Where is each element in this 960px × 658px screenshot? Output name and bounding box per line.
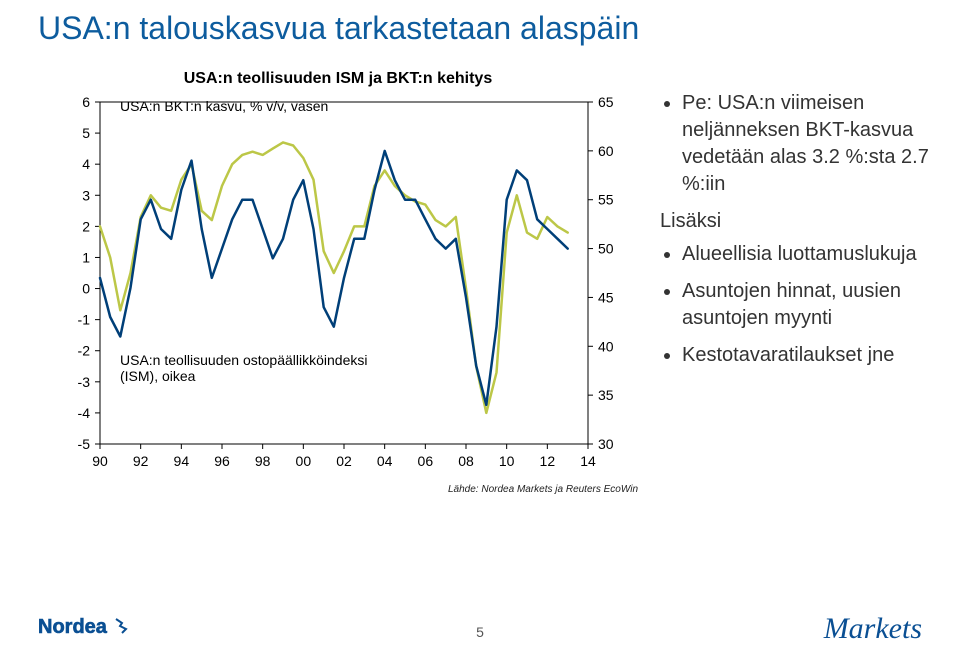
- bullets: Pe: USA:n viimeisen neljänneksen BKT-kas…: [660, 90, 940, 379]
- svg-text:92: 92: [133, 453, 149, 469]
- svg-text:60: 60: [598, 143, 614, 159]
- markets-logo: Markets: [824, 612, 922, 646]
- svg-text:94: 94: [174, 453, 190, 469]
- legend-bkt: USA:n BKT:n kasvu, % v/v, vasen: [120, 98, 328, 114]
- svg-text:98: 98: [255, 453, 271, 469]
- svg-text:35: 35: [598, 387, 614, 403]
- svg-text:00: 00: [296, 453, 312, 469]
- svg-text:6: 6: [82, 94, 90, 110]
- chart-title: USA:n teollisuuden ISM ja BKT:n kehitys: [38, 70, 638, 88]
- legend-ism: USA:n teollisuuden ostopäällikköindeksi …: [120, 352, 380, 384]
- line-chart: 6543210-1-2-3-4-565605550454035309092949…: [38, 92, 638, 482]
- svg-text:65: 65: [598, 94, 614, 110]
- svg-text:-5: -5: [78, 436, 91, 452]
- svg-text:04: 04: [377, 453, 393, 469]
- svg-text:-3: -3: [78, 374, 91, 390]
- bullet-2: Alueellisia luottamuslukuja: [682, 241, 940, 268]
- slide: USA:n talouskasvua tarkastetaan alaspäin…: [0, 0, 960, 658]
- svg-text:10: 10: [499, 453, 515, 469]
- svg-text:1: 1: [82, 249, 90, 265]
- svg-text:02: 02: [336, 453, 352, 469]
- chart-source: Lähde: Nordea Markets ja Reuters EcoWin: [38, 484, 638, 495]
- svg-text:4: 4: [82, 156, 90, 172]
- svg-text:45: 45: [598, 289, 614, 305]
- svg-text:3: 3: [82, 187, 90, 203]
- svg-text:-2: -2: [78, 343, 91, 359]
- svg-text:40: 40: [598, 338, 614, 354]
- svg-text:90: 90: [92, 453, 108, 469]
- bullet-3: Asuntojen hinnat, uusien asuntojen myynt…: [682, 278, 940, 332]
- svg-text:0: 0: [82, 281, 90, 297]
- svg-text:06: 06: [418, 453, 434, 469]
- nordea-logo: Nordea Nordea: [38, 613, 148, 644]
- bullet-1: Pe: USA:n viimeisen neljänneksen BKT-kas…: [682, 90, 940, 198]
- svg-text:30: 30: [598, 436, 614, 452]
- bullets-subhead: Lisäksi: [660, 208, 940, 235]
- svg-text:50: 50: [598, 241, 614, 257]
- svg-text:55: 55: [598, 192, 614, 208]
- svg-text:96: 96: [214, 453, 230, 469]
- svg-text:-4: -4: [78, 405, 91, 421]
- svg-text:08: 08: [458, 453, 474, 469]
- svg-text:-1: -1: [78, 312, 91, 328]
- svg-text:12: 12: [540, 453, 556, 469]
- chart-container: USA:n teollisuuden ISM ja BKT:n kehitys …: [38, 70, 638, 495]
- svg-text:14: 14: [580, 453, 596, 469]
- svg-text:2: 2: [82, 218, 90, 234]
- svg-text:5: 5: [82, 125, 90, 141]
- page-number: 5: [476, 624, 484, 640]
- bullet-4: Kestotavara­tilaukset jne: [682, 342, 940, 369]
- page-title: USA:n talouskasvua tarkastetaan alaspäin: [38, 10, 639, 47]
- svg-text:Nordea: Nordea: [38, 616, 108, 638]
